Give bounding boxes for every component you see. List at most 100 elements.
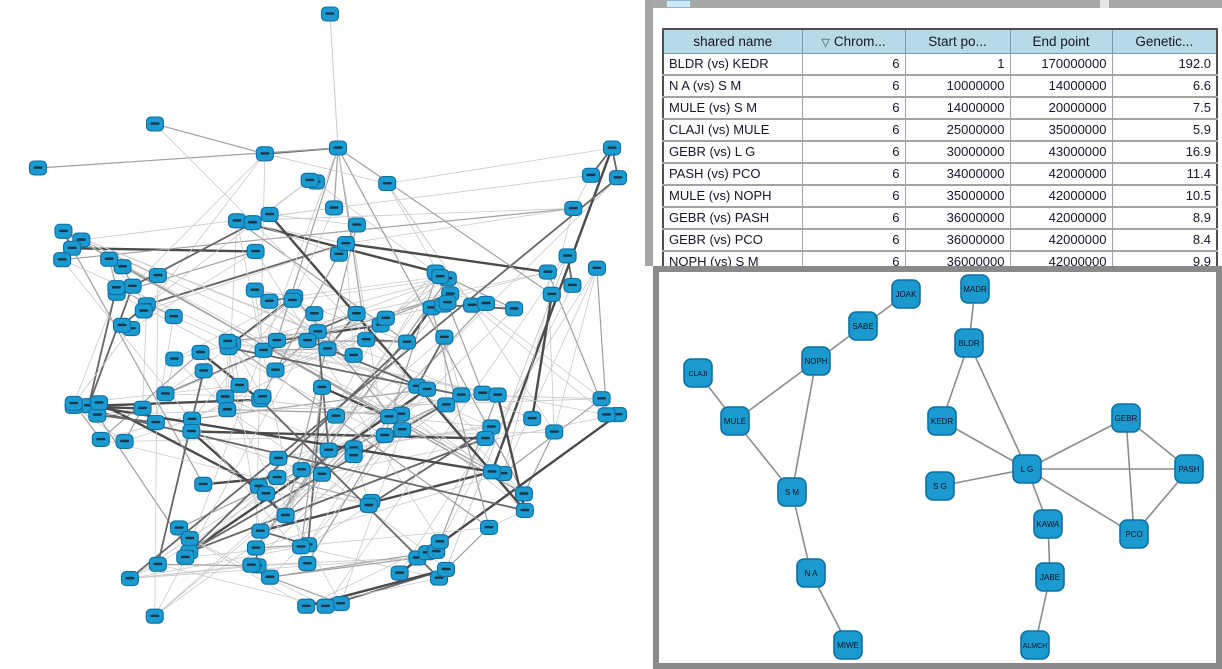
table-row[interactable]: GEBR (vs) PASH 6 36000000 42000000 8.9 bbox=[662, 206, 1218, 230]
cell-value[interactable]: 20000000 bbox=[1009, 96, 1113, 120]
overview-network-canvas[interactable] bbox=[0, 0, 645, 669]
network-node[interactable] bbox=[777, 477, 807, 507]
cell-value[interactable]: 5.9 bbox=[1111, 118, 1218, 142]
cell-shared-name[interactable]: GEBR (vs) L G bbox=[662, 140, 803, 164]
network-edge bbox=[236, 208, 574, 222]
table-row[interactable]: MULE (vs) S M 6 14000000 20000000 7.5 bbox=[662, 96, 1218, 120]
cell-value[interactable]: 6 bbox=[801, 140, 906, 164]
column-header-end-point[interactable]: End point bbox=[1009, 29, 1113, 54]
cell-value[interactable]: 35000000 bbox=[904, 184, 1011, 208]
network-edge[interactable] bbox=[1026, 417, 1127, 470]
cell-value[interactable]: 6 bbox=[801, 74, 906, 98]
network-edge bbox=[191, 430, 486, 440]
scrollbar-thumb[interactable] bbox=[666, 0, 691, 8]
network-edge[interactable] bbox=[1125, 417, 1135, 535]
cell-value[interactable]: 7.5 bbox=[1111, 96, 1218, 120]
network-edge bbox=[227, 340, 607, 416]
network-node[interactable] bbox=[925, 471, 955, 501]
cell-value[interactable]: 192.0 bbox=[1111, 53, 1218, 76]
table-row[interactable]: GEBR (vs) L G 6 30000000 43000000 16.9 bbox=[662, 140, 1218, 164]
table-row[interactable]: PASH (vs) PCO 6 34000000 42000000 11.4 bbox=[662, 162, 1218, 186]
network-node[interactable] bbox=[1119, 519, 1149, 549]
cell-value[interactable]: 6 bbox=[801, 228, 906, 252]
cell-value[interactable]: 25000000 bbox=[904, 118, 1011, 142]
cell-value[interactable]: 6 bbox=[801, 96, 906, 120]
network-node[interactable] bbox=[960, 274, 990, 304]
network-node[interactable] bbox=[848, 311, 878, 341]
cell-value[interactable]: 6 bbox=[801, 206, 906, 230]
cell-value[interactable]: 43000000 bbox=[1009, 140, 1113, 164]
cell-value[interactable]: 10000000 bbox=[904, 74, 1011, 98]
cell-shared-name[interactable]: MULE (vs) NOPH bbox=[662, 184, 803, 208]
cell-value[interactable]: 1 bbox=[904, 53, 1011, 76]
detail-network-canvas[interactable]: JOAK MADR SABE NOPH BLDR CLAJI MULE KEDR GEBR S G… bbox=[659, 272, 1216, 663]
filter-icon[interactable]: ▽ bbox=[821, 37, 830, 49]
network-edge bbox=[553, 268, 598, 433]
network-edge[interactable] bbox=[791, 360, 817, 493]
node-label: SABE bbox=[852, 322, 873, 331]
table-row[interactable]: MULE (vs) NOPH 6 35000000 42000000 10.5 bbox=[662, 184, 1218, 208]
cell-value[interactable]: 14000000 bbox=[904, 96, 1011, 120]
cell-value[interactable]: 36000000 bbox=[904, 206, 1011, 230]
cell-value[interactable]: 42000000 bbox=[1009, 206, 1113, 230]
node-label-smudge bbox=[139, 309, 149, 312]
network-node[interactable] bbox=[796, 558, 826, 588]
network-node[interactable] bbox=[720, 406, 750, 436]
cell-value[interactable]: 36000000 bbox=[904, 228, 1011, 252]
network-node[interactable] bbox=[683, 358, 713, 388]
cell-value[interactable]: 11.4 bbox=[1111, 162, 1218, 186]
network-node[interactable] bbox=[833, 630, 863, 660]
cell-shared-name[interactable]: GEBR (vs) PCO bbox=[662, 228, 803, 252]
table-row[interactable]: CLAJI (vs) MULE 6 25000000 35000000 5.9 bbox=[662, 118, 1218, 142]
node-label-smudge bbox=[520, 508, 530, 512]
cell-shared-name[interactable]: BLDR (vs) KEDR bbox=[662, 53, 803, 76]
cell-value[interactable]: 6.6 bbox=[1111, 74, 1218, 98]
table-row[interactable]: GEBR (vs) PCO 6 36000000 42000000 8.4 bbox=[662, 228, 1218, 252]
cell-value[interactable]: 6 bbox=[801, 162, 906, 186]
network-node[interactable] bbox=[1020, 630, 1050, 660]
table-row[interactable]: N A (vs) S M 6 10000000 14000000 6.6 bbox=[662, 74, 1218, 98]
network-node[interactable] bbox=[1174, 454, 1204, 484]
node-label-smudge bbox=[248, 221, 258, 224]
column-header-chrom-[interactable]: ▽ Chrom... bbox=[801, 29, 906, 54]
network-node[interactable] bbox=[801, 346, 831, 376]
column-header-genetic-[interactable]: Genetic... bbox=[1111, 29, 1218, 54]
cell-shared-name[interactable]: PASH (vs) PCO bbox=[662, 162, 803, 186]
cell-value[interactable]: 35000000 bbox=[1009, 118, 1113, 142]
cell-value[interactable]: 170000000 bbox=[1009, 53, 1113, 76]
cell-value[interactable]: 16.9 bbox=[1111, 140, 1218, 164]
node-label-smudge bbox=[185, 536, 195, 540]
cell-shared-name[interactable]: CLAJI (vs) MULE bbox=[662, 118, 803, 142]
top-scrollbar[interactable] bbox=[653, 0, 1222, 8]
network-edge[interactable] bbox=[968, 342, 1028, 470]
cell-value[interactable]: 14000000 bbox=[1009, 74, 1113, 98]
cell-value[interactable]: 6 bbox=[801, 53, 906, 76]
cell-value[interactable]: 10.5 bbox=[1111, 184, 1218, 208]
cell-value[interactable]: 6 bbox=[801, 118, 906, 142]
network-node[interactable] bbox=[1012, 454, 1042, 484]
node-label-smudge bbox=[265, 575, 275, 578]
cell-value[interactable]: 42000000 bbox=[1009, 184, 1113, 208]
network-node[interactable] bbox=[954, 328, 984, 358]
cell-shared-name[interactable]: N A (vs) S M bbox=[662, 74, 803, 98]
network-edge bbox=[142, 304, 148, 409]
cell-value[interactable]: 8.4 bbox=[1111, 228, 1218, 252]
network-node[interactable] bbox=[1033, 509, 1063, 539]
column-header-start-po-[interactable]: Start po... bbox=[904, 29, 1011, 54]
network-node[interactable] bbox=[1035, 562, 1065, 592]
cell-shared-name[interactable]: MULE (vs) S M bbox=[662, 96, 803, 120]
cell-value[interactable]: 8.9 bbox=[1111, 206, 1218, 230]
network-node[interactable] bbox=[927, 406, 957, 436]
cell-value[interactable]: 42000000 bbox=[1009, 228, 1113, 252]
table-row[interactable]: BLDR (vs) KEDR 6 1 170000000 192.0 bbox=[662, 53, 1218, 76]
network-node[interactable] bbox=[1111, 403, 1141, 433]
cell-value[interactable]: 30000000 bbox=[904, 140, 1011, 164]
cell-shared-name[interactable]: GEBR (vs) PASH bbox=[662, 206, 803, 230]
network-node[interactable] bbox=[891, 279, 921, 309]
network-edge[interactable] bbox=[1026, 468, 1135, 535]
cell-value[interactable]: 6 bbox=[801, 184, 906, 208]
network-edge bbox=[61, 259, 308, 564]
column-header-shared-name[interactable]: shared name bbox=[662, 29, 803, 54]
cell-value[interactable]: 42000000 bbox=[1009, 162, 1113, 186]
cell-value[interactable]: 34000000 bbox=[904, 162, 1011, 186]
